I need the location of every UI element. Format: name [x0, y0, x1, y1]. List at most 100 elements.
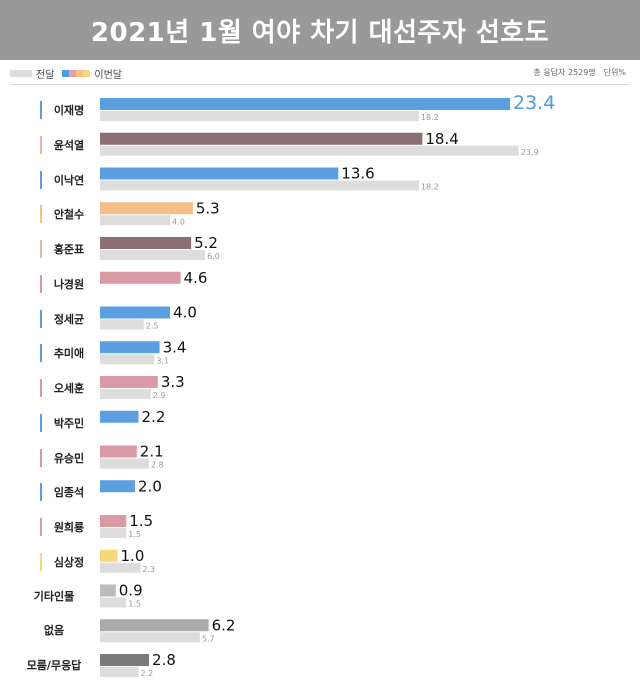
bar-previous — [100, 180, 419, 191]
category-label: 오세훈 — [53, 382, 85, 395]
value-label-previous: 18.2 — [421, 183, 439, 192]
category-marker — [40, 240, 42, 258]
legend-current-swatch — [62, 69, 91, 77]
bar-current — [100, 584, 116, 597]
bar-previous — [100, 597, 127, 608]
bar-previous — [100, 458, 150, 469]
category-marker — [40, 309, 42, 328]
value-label-current: 13.6 — [341, 165, 374, 183]
value-label-current: 2.2 — [142, 408, 166, 426]
category-marker — [40, 518, 42, 536]
meta-info: 총 응답자 2529명 단위% — [533, 67, 626, 78]
divider — [10, 84, 630, 85]
category-marker — [40, 274, 42, 293]
category-label: 정세균 — [53, 312, 85, 326]
bar-current — [100, 341, 160, 354]
legend-previous-swatch — [10, 69, 32, 77]
category-marker — [40, 344, 42, 363]
category-marker — [40, 379, 42, 397]
value-label-previous: 3.1 — [156, 356, 169, 365]
respondents-count: 총 응답자 2529명 — [533, 68, 596, 77]
bar-previous — [100, 215, 171, 226]
category-label: 윤석열 — [53, 138, 85, 152]
value-label-current: 5.3 — [196, 199, 220, 217]
category-label: 원희룡 — [53, 521, 85, 534]
value-label-current: 2.8 — [152, 651, 176, 669]
category-label: 안철수 — [53, 208, 85, 222]
bar-previous — [100, 632, 200, 643]
bar-current — [100, 167, 339, 180]
legend-swatch-orange — [76, 69, 84, 77]
value-label-previous: 2.3 — [142, 565, 155, 574]
value-label-previous: 1.5 — [128, 600, 141, 609]
category-label: 이낙연 — [53, 173, 85, 187]
category-marker — [40, 413, 42, 432]
bar-current — [100, 410, 139, 423]
category-label: 이재명 — [53, 104, 85, 117]
bar-previous — [100, 319, 144, 330]
legend-previous-label: 전달 — [36, 69, 55, 81]
category-marker — [40, 101, 42, 119]
legend-current-label: 이번달 — [94, 69, 123, 81]
value-label-current: 18.4 — [425, 130, 458, 148]
value-label-current: 3.3 — [161, 373, 185, 391]
category-marker — [40, 448, 42, 467]
bar-current — [100, 98, 510, 110]
bar-current — [100, 237, 192, 249]
value-label-current: 4.6 — [184, 269, 208, 287]
value-label-current: 1.5 — [129, 512, 153, 530]
value-label-current: 2.1 — [140, 443, 164, 461]
bar-current — [100, 306, 171, 319]
value-label-current: 3.4 — [163, 338, 187, 356]
value-label-previous: 2.2 — [141, 669, 154, 678]
bar-previous — [100, 250, 206, 260]
value-label-previous: 23.9 — [521, 148, 539, 157]
legend-swatch-yellow — [83, 69, 91, 77]
category-label: 홍준표 — [53, 243, 85, 256]
bar-current — [100, 480, 136, 493]
value-label-previous: 2.5 — [146, 322, 159, 331]
category-marker — [40, 483, 42, 502]
bar-current — [100, 515, 127, 527]
bar-current — [100, 132, 423, 145]
category-label: 나경원 — [53, 277, 85, 291]
category-label: 추미애 — [53, 347, 85, 361]
bar-current — [100, 619, 209, 632]
bar-previous — [100, 389, 151, 399]
bar-previous — [100, 667, 139, 677]
bar-current — [100, 445, 137, 458]
value-label-previous: 2.9 — [153, 391, 166, 400]
bar-current — [100, 271, 181, 284]
bar-current — [100, 549, 118, 562]
bar-previous — [100, 145, 519, 156]
value-label-current: 23.4 — [513, 92, 555, 114]
category-label: 임종석 — [53, 486, 85, 500]
category-label: 모름/무응답 — [26, 659, 82, 672]
value-label-previous: 1.5 — [128, 530, 141, 539]
category-marker — [40, 552, 42, 571]
title-bar: 2021년 1월 여야 차기 대선주자 선호도 — [0, 0, 640, 60]
bar-previous — [100, 562, 141, 573]
category-label: 없음 — [43, 624, 65, 638]
category-marker — [40, 170, 42, 189]
category-label: 박주민 — [53, 416, 85, 430]
legend-swatch-blue — [62, 69, 70, 77]
value-label-previous: 6.0 — [207, 252, 220, 261]
legend: 전달 이번달 — [10, 66, 123, 81]
category-marker — [40, 135, 42, 154]
bar-previous — [100, 528, 127, 538]
value-label-current: 6.2 — [212, 616, 236, 634]
bar-current — [100, 376, 158, 388]
category-label: 심상정 — [53, 555, 85, 569]
value-label-previous: 5.7 — [202, 634, 215, 643]
value-label-current: 2.0 — [138, 477, 162, 495]
bar-previous — [100, 111, 419, 121]
chart-title: 2021년 1월 여야 차기 대선주자 선호도 — [90, 17, 550, 48]
bar-current — [100, 654, 150, 666]
value-label-previous: 18.2 — [421, 113, 439, 122]
value-label-previous: 2.8 — [151, 461, 164, 470]
value-label-previous: 4.0 — [172, 217, 185, 226]
value-label-current: 1.0 — [121, 547, 145, 565]
value-label-current: 0.9 — [119, 582, 143, 600]
